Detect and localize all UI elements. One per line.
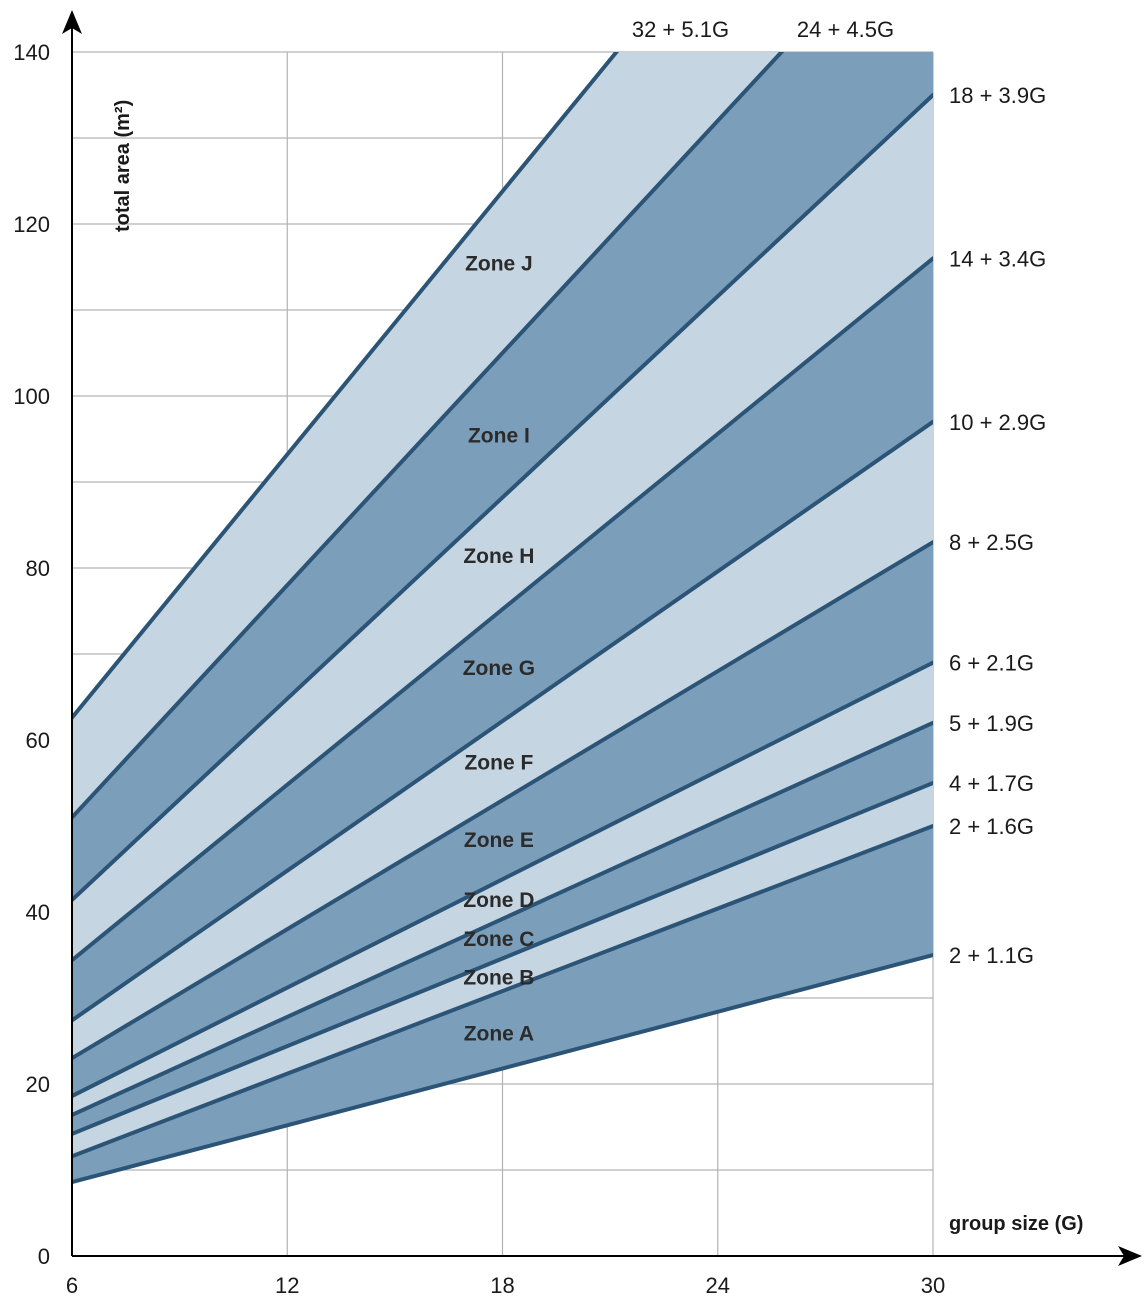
line-2-1-6G [72, 824, 933, 1159]
line-label: 5 + 1.9G [949, 711, 1034, 736]
zone-band-zone-a [72, 826, 933, 1183]
formula-lines [72, 52, 933, 1185]
y-tick-label: 140 [13, 40, 50, 65]
line-label: 24 + 4.5G [797, 17, 894, 42]
line-label: 10 + 2.9G [949, 410, 1046, 435]
x-tick-label: 12 [275, 1273, 299, 1298]
zone-band-zone-b [72, 783, 933, 1157]
line-24-4-5G [72, 52, 785, 820]
x-axis-title: group size (G) [949, 1213, 1083, 1235]
zone-band-zone-i [72, 52, 933, 900]
zone-band-zone-h [72, 95, 933, 961]
zone-label: Zone B [463, 967, 534, 990]
line-6-2-1G [72, 660, 933, 1099]
zone-band-zone-g [72, 258, 933, 1021]
zone-label: Zone H [463, 545, 534, 568]
line-labels: 2 + 1.1G 2 + 1.6G 4 + 1.7G 5 + 1.9G 6 + 2.1G… [632, 17, 1046, 968]
zone-label: Zone I [468, 425, 530, 448]
x-tick-label: 6 [66, 1273, 78, 1298]
line-14-3-4G [72, 256, 933, 963]
line-32-5-1G [72, 52, 620, 720]
zone-label: Zone E [464, 829, 534, 852]
line-label: 8 + 2.5G [949, 530, 1034, 555]
y-tick-label: 60 [26, 728, 50, 753]
line-label: 2 + 1.1G [949, 943, 1034, 968]
zone-label: Zone D [463, 889, 534, 912]
zone-band-zone-f [72, 421, 933, 1059]
zone-labels: Zone A Zone B Zone C Zone D Zone E Zone F Zone… [463, 253, 535, 1046]
y-tick-label: 0 [38, 1244, 50, 1269]
x-tick-label: 18 [490, 1273, 514, 1298]
y-axis-title: total area (m²) [112, 100, 134, 232]
axes [62, 10, 1142, 1266]
y-tick-label: 120 [13, 212, 50, 237]
line-label: 4 + 1.7G [949, 771, 1034, 796]
line-2-1-1G [72, 953, 933, 1185]
line-10-2-9G [72, 419, 933, 1023]
x-axis-arrow [1118, 1246, 1142, 1266]
line-label: 2 + 1.6G [949, 814, 1034, 839]
line-label: 14 + 3.4G [949, 246, 1046, 271]
y-tick-label: 80 [26, 556, 50, 581]
y-tick-label: 100 [13, 384, 50, 409]
line-label: 18 + 3.9G [949, 83, 1046, 108]
line-8-2-5G [72, 540, 933, 1061]
x-tick-label: 24 [706, 1273, 730, 1298]
zone-label: Zone G [463, 657, 535, 680]
zone-bands [72, 52, 933, 1183]
x-tick-label: 30 [921, 1273, 945, 1298]
line-4-1-7G [72, 781, 933, 1136]
line-label: 32 + 5.1G [632, 17, 729, 42]
zone-band-zone-d [72, 662, 933, 1115]
tick-labels: 6 12 18 24 30 0 20 40 60 80 100 120 140 [13, 40, 945, 1298]
zone-label: Zone F [464, 752, 533, 775]
zone-label: Zone C [463, 928, 534, 951]
y-tick-label: 40 [26, 900, 50, 925]
zone-band-zone-e [72, 542, 933, 1097]
line-18-3-9G [72, 93, 933, 902]
y-axis-arrow [62, 10, 82, 34]
zone-band-zone-c [72, 722, 933, 1134]
line-5-1-9G [72, 720, 933, 1117]
zone-label: Zone J [465, 253, 533, 276]
zone-label: Zone A [464, 1022, 534, 1045]
y-tick-label: 20 [26, 1072, 50, 1097]
line-label: 6 + 2.1G [949, 651, 1034, 676]
